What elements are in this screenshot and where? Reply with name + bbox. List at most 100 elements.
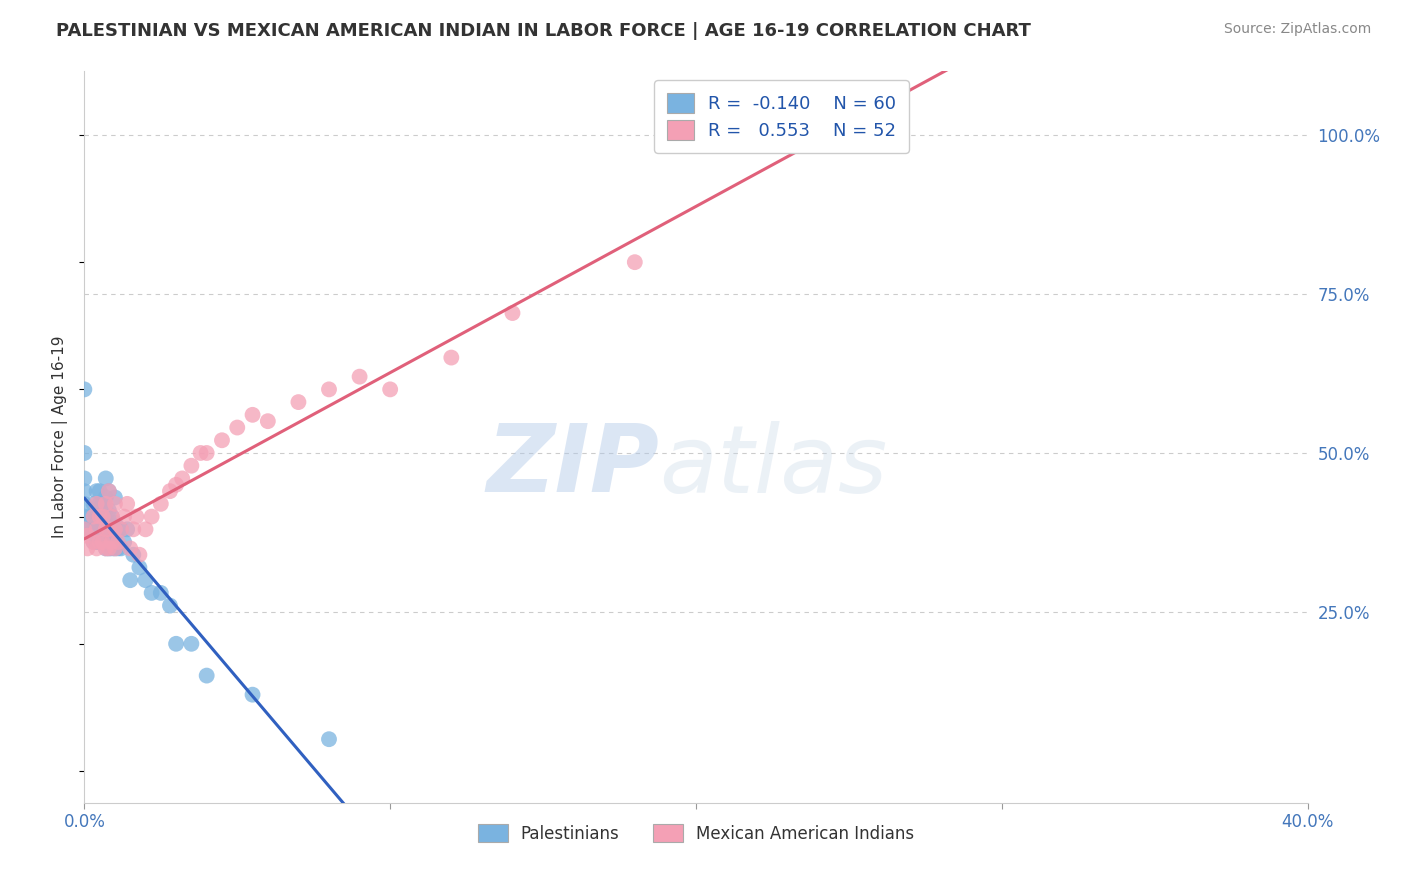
Point xyxy=(83,535,105,549)
Point xyxy=(180,458,202,473)
Point xyxy=(89,509,111,524)
Point xyxy=(94,471,117,485)
Point xyxy=(112,509,135,524)
Point xyxy=(226,420,249,434)
Point xyxy=(97,541,120,556)
Point xyxy=(135,522,157,536)
Text: ZIP: ZIP xyxy=(486,420,659,512)
Point xyxy=(128,548,150,562)
Point xyxy=(110,541,132,556)
Point xyxy=(107,535,129,549)
Point xyxy=(440,351,463,365)
Point xyxy=(104,497,127,511)
Text: atlas: atlas xyxy=(659,421,887,512)
Point xyxy=(97,522,120,536)
Point xyxy=(73,522,96,536)
Point xyxy=(83,535,105,549)
Point xyxy=(89,509,111,524)
Point xyxy=(94,529,117,543)
Point xyxy=(287,395,309,409)
Point xyxy=(91,522,114,536)
Point xyxy=(165,637,187,651)
Point xyxy=(86,484,108,499)
Point xyxy=(502,306,524,320)
Point xyxy=(91,535,114,549)
Point xyxy=(97,484,120,499)
Point xyxy=(104,541,127,556)
Point xyxy=(89,484,111,499)
Point xyxy=(83,522,105,536)
Point xyxy=(318,383,340,397)
Point xyxy=(349,369,371,384)
Point xyxy=(76,541,98,556)
Point xyxy=(242,688,264,702)
Point xyxy=(104,522,127,536)
Point xyxy=(94,541,117,556)
Point xyxy=(94,497,117,511)
Point xyxy=(104,516,127,530)
Point xyxy=(94,541,117,556)
Point xyxy=(120,541,142,556)
Point xyxy=(86,522,108,536)
Point xyxy=(141,586,163,600)
Point xyxy=(104,541,127,556)
Point xyxy=(89,497,111,511)
Point xyxy=(94,503,117,517)
Point xyxy=(89,535,111,549)
Point xyxy=(110,522,132,536)
Point xyxy=(159,599,181,613)
Point xyxy=(120,573,142,587)
Point xyxy=(180,637,202,651)
Point xyxy=(101,541,124,556)
Point xyxy=(94,522,117,536)
Point xyxy=(122,548,145,562)
Point xyxy=(97,503,120,517)
Y-axis label: In Labor Force | Age 16-19: In Labor Force | Age 16-19 xyxy=(52,335,69,539)
Point xyxy=(86,509,108,524)
Point xyxy=(195,446,218,460)
Point xyxy=(97,541,120,556)
Point xyxy=(115,497,138,511)
Point xyxy=(73,484,96,499)
Point xyxy=(97,516,120,530)
Point xyxy=(257,414,280,428)
Point xyxy=(125,509,148,524)
Point xyxy=(104,491,127,505)
Point xyxy=(94,491,117,505)
Point xyxy=(149,497,172,511)
Point xyxy=(91,497,114,511)
Point xyxy=(73,509,96,524)
Legend: Palestinians, Mexican American Indians: Palestinians, Mexican American Indians xyxy=(471,818,921,849)
Point xyxy=(101,535,124,549)
Point xyxy=(79,522,101,536)
Point xyxy=(86,535,108,549)
Point xyxy=(73,471,96,485)
Point xyxy=(73,446,96,460)
Point xyxy=(89,522,111,536)
Text: PALESTINIAN VS MEXICAN AMERICAN INDIAN IN LABOR FORCE | AGE 16-19 CORRELATION CH: PALESTINIAN VS MEXICAN AMERICAN INDIAN I… xyxy=(56,22,1031,40)
Point xyxy=(242,408,264,422)
Point xyxy=(135,573,157,587)
Point xyxy=(83,509,105,524)
Point xyxy=(79,509,101,524)
Point xyxy=(76,529,98,543)
Point xyxy=(101,509,124,524)
Point xyxy=(107,541,129,556)
Point xyxy=(624,255,647,269)
Text: Source: ZipAtlas.com: Source: ZipAtlas.com xyxy=(1223,22,1371,37)
Point xyxy=(159,484,181,499)
Point xyxy=(91,509,114,524)
Point xyxy=(83,497,105,511)
Point xyxy=(380,383,402,397)
Point xyxy=(101,529,124,543)
Point xyxy=(211,434,233,448)
Point xyxy=(112,535,135,549)
Point xyxy=(128,560,150,574)
Point xyxy=(141,509,163,524)
Point xyxy=(149,586,172,600)
Point xyxy=(97,529,120,543)
Point xyxy=(91,535,114,549)
Point xyxy=(101,509,124,524)
Point xyxy=(94,516,117,530)
Point xyxy=(165,477,187,491)
